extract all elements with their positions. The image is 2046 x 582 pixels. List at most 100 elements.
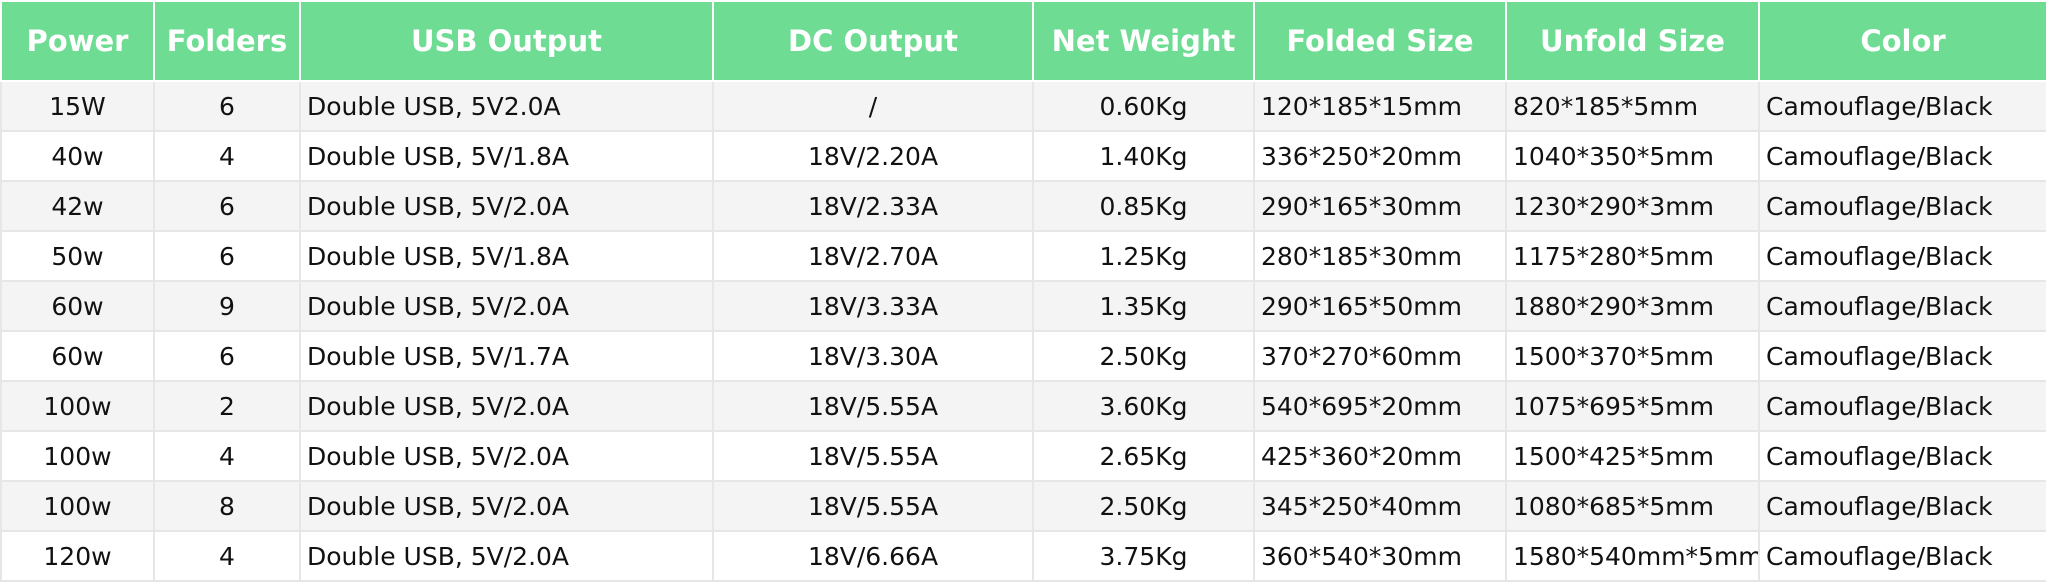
table-cell: Double USB, 5V/2.0A (299, 530, 714, 582)
table-row: 50w 6 Double USB, 5V/1.8A 18V/2.70A 1.25Kg 28… (0, 230, 2046, 282)
table-cell: 1040*350*5mm (1505, 130, 1760, 182)
header-cell: Power (0, 0, 155, 82)
table-cell: 6 (153, 330, 301, 382)
header-cell: Folders (153, 0, 301, 82)
table-cell: Camouflage/Black (1758, 330, 2046, 382)
table-row: 40w 4 Double USB, 5V/1.8A 18V/2.20A 1.40Kg 33… (0, 130, 2046, 182)
table-body: 15W 6 Double USB, 5V2.0A/0.60Kg 120*185*15m… (0, 80, 2046, 582)
table-cell: 4 (153, 430, 301, 482)
table-cell: 370*270*60mm (1253, 330, 1507, 382)
table-cell: 1500*425*5mm (1505, 430, 1760, 482)
table-cell: 1580*540mm*5mm (1505, 530, 1760, 582)
header-cell: Folded Size (1253, 0, 1507, 82)
table-cell: Double USB, 5V/1.7A (299, 330, 714, 382)
table-cell: 1080*685*5mm (1505, 480, 1760, 532)
table-cell: Double USB, 5V/2.0A (299, 480, 714, 532)
table-cell: 425*360*20mm (1253, 430, 1507, 482)
table-row: 120w 4 Double USB, 5V/2.0A 18V/6.66A 3.75Kg 3… (0, 530, 2046, 582)
table-cell: Camouflage/Black (1758, 230, 2046, 282)
table-cell: 18V/5.55A (712, 380, 1034, 432)
table-cell: Camouflage/Black (1758, 380, 2046, 432)
table-cell: Double USB, 5V2.0A (299, 80, 714, 132)
table-row: 100w 2 Double USB, 5V/2.0A 18V/5.55A 3.60Kg 5… (0, 380, 2046, 432)
table-cell: 120w (0, 530, 155, 582)
table-cell: 120*185*15mm (1253, 80, 1507, 132)
table-cell: 18V/2.20A (712, 130, 1034, 182)
table-cell: 18V/5.55A (712, 480, 1034, 532)
header-cell: Net Weight (1032, 0, 1255, 82)
table-cell: 18V/5.55A (712, 430, 1034, 482)
table-cell: Camouflage/Black (1758, 530, 2046, 582)
table-cell: 60w (0, 330, 155, 382)
table-cell: 18V/2.70A (712, 230, 1034, 282)
table-cell: 100w (0, 380, 155, 432)
table-cell: 18V/3.33A (712, 280, 1034, 332)
table-cell: 15W (0, 80, 155, 132)
table-cell: 290*165*30mm (1253, 180, 1507, 232)
table-cell: 820*185*5mm (1505, 80, 1760, 132)
table-cell: 100w (0, 430, 155, 482)
header-row: Power Folders USB Output DC Output Net Weigh… (0, 0, 2046, 82)
table-cell: Camouflage/Black (1758, 280, 2046, 332)
table-cell: 360*540*30mm (1253, 530, 1507, 582)
table-cell: 42w (0, 180, 155, 232)
table-cell: 1880*290*3mm (1505, 280, 1760, 332)
header-cell: USB Output (299, 0, 714, 82)
header-cell: Unfold Size (1505, 0, 1760, 82)
table-cell: 1.35Kg (1032, 280, 1255, 332)
table-row: 60w 9 Double USB, 5V/2.0A 18V/3.33A 1.35Kg 29… (0, 280, 2046, 332)
table-cell: 1230*290*3mm (1505, 180, 1760, 232)
table-cell: 18V/6.66A (712, 530, 1034, 582)
table-row: 15W 6 Double USB, 5V2.0A/0.60Kg 120*185*15m… (0, 80, 2046, 132)
table-cell: Double USB, 5V/2.0A (299, 380, 714, 432)
table-cell: 280*185*30mm (1253, 230, 1507, 282)
table-cell: 40w (0, 130, 155, 182)
table-cell: / (712, 80, 1034, 132)
table-cell: 0.85Kg (1032, 180, 1255, 232)
table-cell: 6 (153, 180, 301, 232)
table-cell: 2.65Kg (1032, 430, 1255, 482)
table-cell: 4 (153, 130, 301, 182)
table-cell: Camouflage/Black (1758, 480, 2046, 532)
table-cell: 1075*695*5mm (1505, 380, 1760, 432)
table-cell: Camouflage/Black (1758, 80, 2046, 132)
table-cell: 6 (153, 230, 301, 282)
table-cell: 3.60Kg (1032, 380, 1255, 432)
table-cell: 540*695*20mm (1253, 380, 1507, 432)
table-cell: Double USB, 5V/1.8A (299, 230, 714, 282)
table-cell: 18V/3.30A (712, 330, 1034, 382)
table-cell: Camouflage/Black (1758, 180, 2046, 232)
table-cell: 2 (153, 380, 301, 432)
table-cell: 8 (153, 480, 301, 532)
table-cell: Double USB, 5V/1.8A (299, 130, 714, 182)
table-row: 100w 4 Double USB, 5V/2.0A 18V/5.55A 2.65Kg 4… (0, 430, 2046, 482)
table-cell: 18V/2.33A (712, 180, 1034, 232)
header-cell: Color (1758, 0, 2046, 82)
table-cell: 3.75Kg (1032, 530, 1255, 582)
table-row: 42w 6 Double USB, 5V/2.0A 18V/2.33A 0.85Kg 29… (0, 180, 2046, 232)
table-cell: 1.40Kg (1032, 130, 1255, 182)
table-cell: 4 (153, 530, 301, 582)
table-cell: Double USB, 5V/2.0A (299, 430, 714, 482)
table-cell: 345*250*40mm (1253, 480, 1507, 532)
table-header: Power Folders USB Output DC Output Net Weigh… (0, 0, 2046, 82)
table-cell: 0.60Kg (1032, 80, 1255, 132)
table-cell: Double USB, 5V/2.0A (299, 180, 714, 232)
table-cell: 2.50Kg (1032, 480, 1255, 532)
table-cell: 336*250*20mm (1253, 130, 1507, 182)
table-cell: 9 (153, 280, 301, 332)
table-cell: 50w (0, 230, 155, 282)
table-cell: 1175*280*5mm (1505, 230, 1760, 282)
table-row: 60w 6 Double USB, 5V/1.7A 18V/3.30A 2.50Kg 37… (0, 330, 2046, 382)
table-row: 100w 8 Double USB, 5V/2.0A 18V/5.55A 2.50Kg 3… (0, 480, 2046, 532)
table-cell: 290*165*50mm (1253, 280, 1507, 332)
table-cell: Double USB, 5V/2.0A (299, 280, 714, 332)
table-cell: 1.25Kg (1032, 230, 1255, 282)
table-cell: 1500*370*5mm (1505, 330, 1760, 382)
table-cell: Camouflage/Black (1758, 430, 2046, 482)
table-cell: 100w (0, 480, 155, 532)
table-cell: 60w (0, 280, 155, 332)
table-cell: 2.50Kg (1032, 330, 1255, 382)
